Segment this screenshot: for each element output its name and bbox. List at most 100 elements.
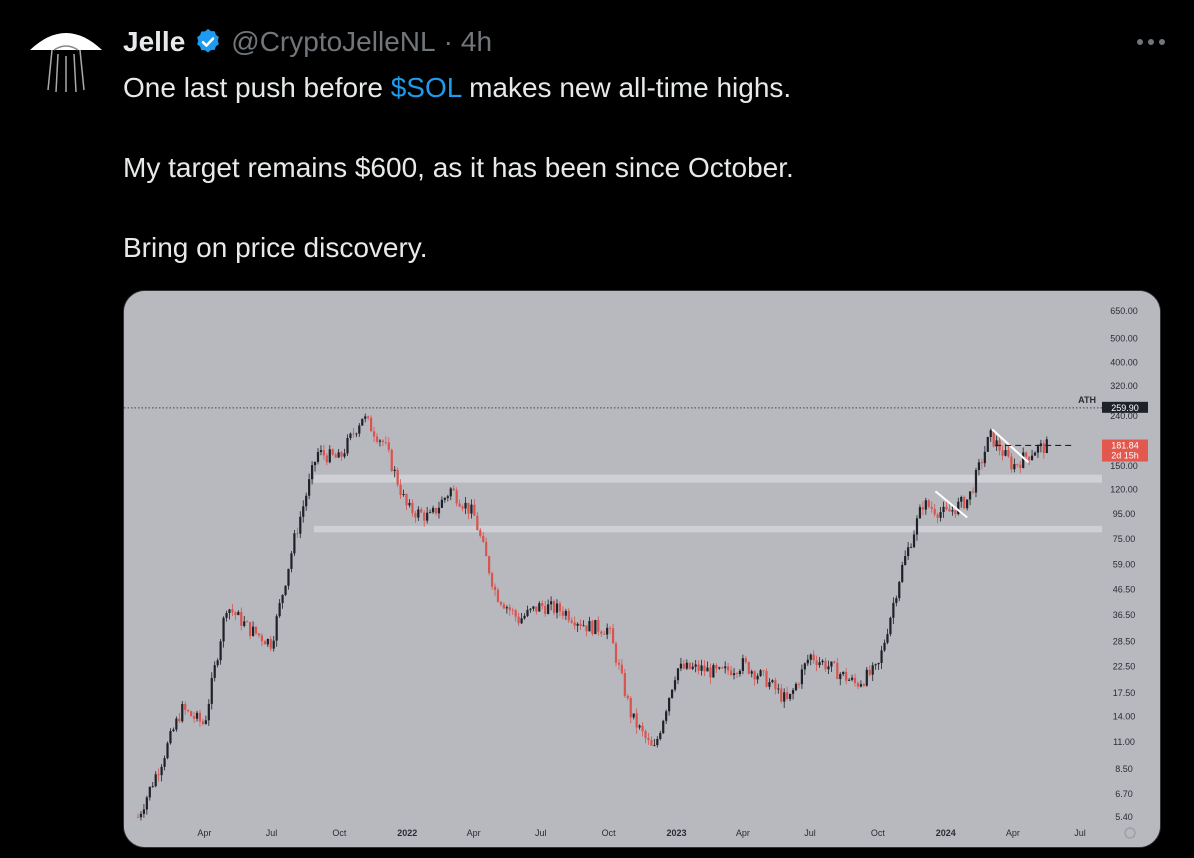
candle-body [237, 611, 240, 616]
author-handle[interactable]: @CryptoJelleNL [231, 26, 436, 57]
candle-body [1013, 464, 1016, 470]
candle-body [768, 682, 771, 687]
candle-body [1042, 443, 1045, 454]
candle-body [405, 494, 408, 506]
candle-body [299, 516, 302, 534]
candle-body [564, 611, 567, 616]
candle-body [983, 451, 986, 464]
candle-body [623, 673, 626, 696]
candle-body [157, 774, 160, 776]
tweet-media-chart[interactable]: 650.00 500.00 400.00 320.00 240.00 150.00 120.… [123, 290, 1161, 848]
x-axis-tick-label: Oct [871, 828, 886, 838]
candle-body [219, 641, 222, 661]
candle-body [561, 611, 564, 616]
candle-body [275, 616, 278, 641]
candle-body [803, 663, 806, 670]
candle-body [753, 671, 756, 680]
candle-body [293, 533, 296, 554]
candle-body [641, 725, 644, 732]
candle-body [697, 664, 700, 671]
candle-body [665, 711, 668, 721]
candle-body [136, 817, 140, 818]
candle-body [700, 665, 703, 671]
hooded-figure-avatar-icon [28, 20, 104, 96]
y-axis-tick-label: 36.50 [1113, 610, 1136, 620]
candle-body [139, 813, 143, 818]
candle-countdown: 2d 15h [1111, 451, 1139, 461]
candle-body [889, 617, 892, 635]
candle-body [470, 504, 473, 514]
candle-body [800, 669, 803, 685]
author-name[interactable]: Jelle [123, 26, 186, 57]
y-axis-tick-label: 14.00 [1113, 711, 1136, 721]
candle-body [517, 616, 520, 624]
candle-body [437, 507, 441, 514]
tweet-line-3: Bring on price discovery. [123, 232, 428, 263]
candle-body [933, 508, 936, 515]
candle-body [859, 684, 863, 687]
candle-body [346, 438, 349, 454]
candle-body [715, 665, 718, 669]
candle-body [617, 662, 621, 665]
candle-body [898, 581, 901, 599]
candle-body [420, 509, 423, 513]
candle-body [1039, 443, 1043, 447]
candle-body [1025, 452, 1028, 457]
more-options-icon[interactable] [1134, 28, 1168, 56]
candle-body [313, 461, 317, 466]
candle-body [364, 416, 367, 419]
y-axis-tick-label: 320.00 [1110, 381, 1138, 391]
y-axis-tick-label: 22.50 [1113, 661, 1136, 671]
candle-body [777, 688, 780, 690]
candle-body [310, 465, 314, 480]
candle-body [331, 449, 334, 455]
candle-body [609, 627, 612, 629]
candle-body [567, 611, 570, 621]
x-axis-tick-label: 2023 [666, 828, 686, 838]
candle-body [352, 433, 355, 435]
candle-body [706, 667, 709, 672]
y-axis-tick-label: 59.00 [1113, 559, 1136, 569]
candle-body [228, 609, 231, 614]
trendline-1 [934, 490, 968, 519]
candle-body [1001, 450, 1004, 456]
candle-body [756, 675, 759, 680]
candle-body [544, 605, 547, 614]
candle-body [1045, 439, 1048, 454]
candle-body [496, 589, 500, 602]
candle-body [788, 693, 792, 699]
candle-body [334, 454, 337, 458]
candle-body [254, 626, 258, 634]
candle-body [343, 453, 346, 457]
x-axis-tick-label: Apr [197, 828, 211, 838]
candle-body [414, 513, 417, 518]
candle-body [818, 662, 821, 666]
cashtag-link[interactable]: $SOL [390, 72, 462, 103]
candle-body [393, 469, 396, 471]
candle-body [794, 683, 798, 691]
candle-body [431, 507, 435, 513]
tweet-header: Jelle @CryptoJelleNL · 4h [123, 24, 492, 60]
candle-body [1033, 452, 1037, 456]
candle-body [411, 502, 414, 514]
chart-settings-icon[interactable] [1124, 827, 1136, 839]
candle-body [251, 626, 255, 636]
candle-body [850, 677, 854, 680]
candle-body [786, 692, 789, 699]
candle-body [662, 720, 665, 734]
candle-body [668, 697, 671, 712]
candle-body [381, 440, 385, 443]
candle-body [939, 512, 942, 518]
candle-body [676, 668, 680, 681]
y-axis-tick-label: 75.00 [1113, 534, 1136, 544]
candle-body [375, 436, 379, 442]
y-axis-tick-label: 240.00 [1110, 411, 1138, 421]
candle-body [266, 638, 269, 645]
timestamp[interactable]: 4h [460, 26, 493, 57]
tweet-line-1-after: makes new all-time highs. [461, 72, 792, 103]
candle-body [290, 553, 293, 569]
candle-body [396, 469, 399, 485]
candle-body [812, 654, 815, 661]
candle-body [508, 607, 511, 610]
avatar[interactable] [28, 20, 104, 96]
